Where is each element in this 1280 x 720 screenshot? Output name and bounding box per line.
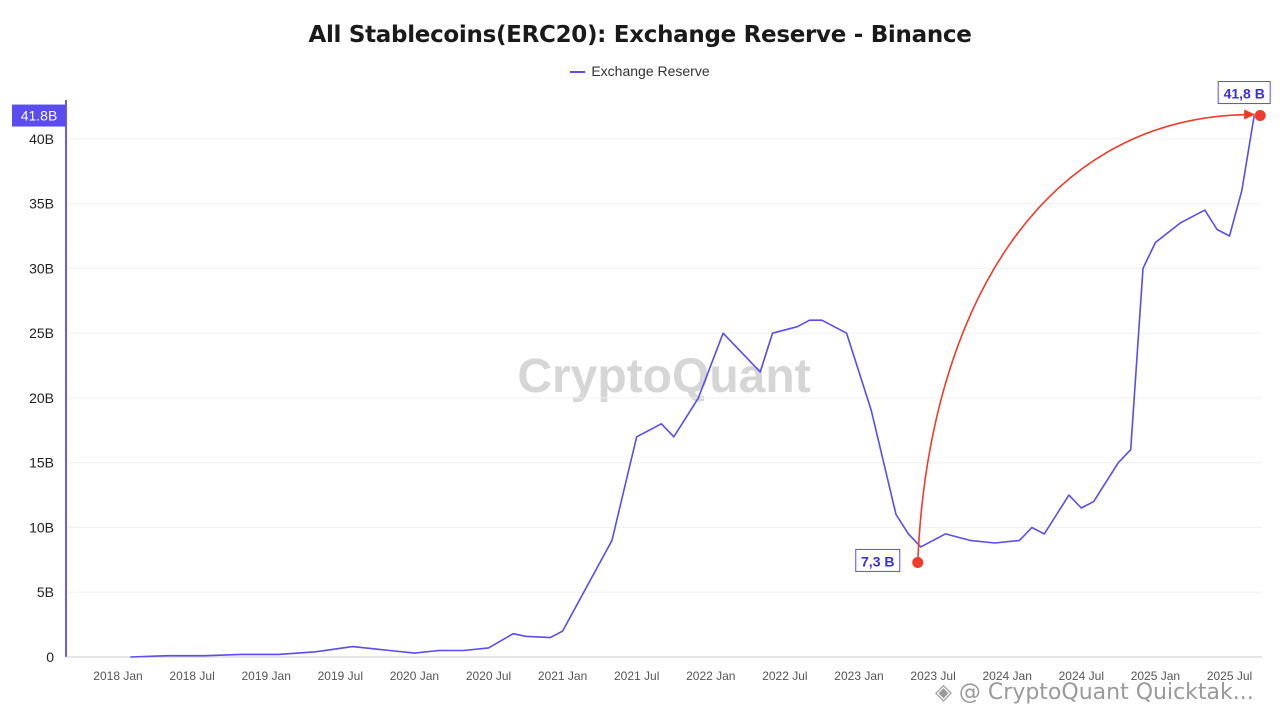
low-label-box bbox=[855, 548, 901, 572]
current-value-label: 41.8B bbox=[21, 108, 58, 124]
x-tick-label: 2023 Jul bbox=[910, 669, 955, 683]
x-tick-label: 2025 Jan bbox=[1131, 669, 1180, 683]
legend-entry-exchange-reserve: Exchange Reserve bbox=[591, 63, 710, 79]
footer-text: @ CryptoQuant Quicktak... bbox=[958, 680, 1254, 705]
x-tick-label: 2025 Jul bbox=[1207, 669, 1252, 683]
y-tick-label: 35B bbox=[29, 196, 54, 212]
x-tick-label: 2024 Jul bbox=[1059, 669, 1104, 683]
y-tick-label: 15B bbox=[29, 455, 54, 471]
high-label-box bbox=[1217, 81, 1271, 105]
x-tick-label: 2019 Jan bbox=[242, 669, 291, 683]
annotation-arrow bbox=[916, 113, 1249, 563]
high-label: 41,8 B bbox=[1224, 86, 1265, 102]
y-tick-label: 0 bbox=[46, 649, 54, 665]
legend[interactable]: Exchange Reserve bbox=[0, 63, 1280, 79]
x-tick-label: 2024 Jan bbox=[983, 669, 1032, 683]
legend-swatch bbox=[570, 71, 586, 74]
x-tick-label: 2022 Jan bbox=[686, 669, 735, 683]
y-tick-label: 10B bbox=[29, 519, 54, 535]
x-tick-label: 2020 Jul bbox=[466, 669, 511, 683]
x-tick-label: 2018 Jul bbox=[169, 669, 214, 683]
x-tick-label: 2023 Jan bbox=[834, 669, 883, 683]
y-tick-label: 25B bbox=[29, 325, 54, 341]
x-tick-label: 2020 Jan bbox=[390, 669, 439, 683]
low-point-marker bbox=[912, 556, 924, 568]
y-tick-label: 20B bbox=[29, 390, 54, 406]
y-tick-label: 40B bbox=[29, 131, 54, 147]
y-tick-label: 5B bbox=[37, 584, 54, 600]
chart-title: All Stablecoins(ERC20): Exchange Reserve… bbox=[308, 22, 972, 48]
high-point-marker bbox=[1254, 110, 1266, 122]
watermark-cryptoquant: CryptoQuant bbox=[517, 350, 810, 403]
x-tick-label: 2021 Jan bbox=[538, 669, 587, 683]
series-line-exchange-reserve bbox=[130, 115, 1255, 658]
x-tick-label: 2018 Jan bbox=[93, 669, 142, 683]
y-tick-label: 30B bbox=[29, 260, 54, 276]
annotation-arrowhead bbox=[1244, 109, 1256, 120]
footer-watermark: ◈ @ CryptoQuant Quicktak... bbox=[935, 680, 1254, 705]
x-tick-label: 2021 Jul bbox=[614, 669, 659, 683]
x-tick-label: 2019 Jul bbox=[318, 669, 363, 683]
current-value-badge bbox=[12, 104, 66, 127]
low-label: 7,3 B bbox=[861, 553, 894, 569]
x-tick-label: 2022 Jul bbox=[762, 669, 807, 683]
